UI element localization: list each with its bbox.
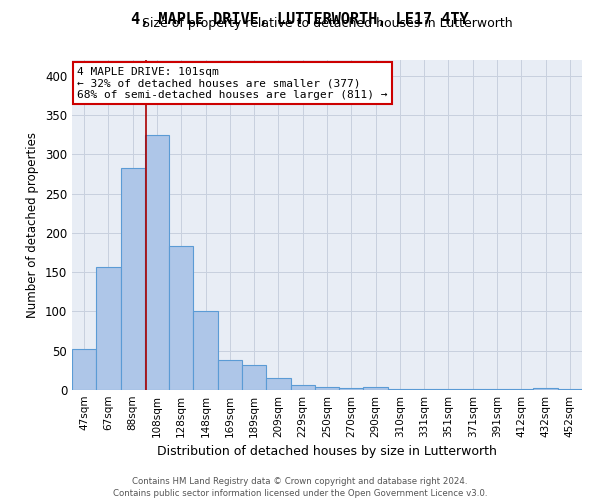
- Bar: [412, 389, 436, 390]
- Text: 4 MAPLE DRIVE: 101sqm
← 32% of detached houses are smaller (377)
68% of semi-det: 4 MAPLE DRIVE: 101sqm ← 32% of detached …: [77, 66, 388, 100]
- Bar: [145, 134, 169, 390]
- Bar: [388, 389, 412, 390]
- Bar: [436, 389, 461, 390]
- Y-axis label: Number of detached properties: Number of detached properties: [26, 132, 40, 318]
- Title: Size of property relative to detached houses in Lutterworth: Size of property relative to detached ho…: [142, 16, 512, 30]
- Bar: [364, 387, 388, 390]
- Text: Contains HM Land Registry data © Crown copyright and database right 2024.
Contai: Contains HM Land Registry data © Crown c…: [113, 476, 487, 498]
- Bar: [242, 365, 266, 390]
- Bar: [96, 266, 121, 390]
- Bar: [509, 389, 533, 390]
- Text: 4, MAPLE DRIVE, LUTTERWORTH, LE17 4TY: 4, MAPLE DRIVE, LUTTERWORTH, LE17 4TY: [131, 12, 469, 28]
- Bar: [315, 387, 339, 390]
- Bar: [121, 168, 145, 390]
- Bar: [533, 388, 558, 390]
- Bar: [218, 360, 242, 390]
- X-axis label: Distribution of detached houses by size in Lutterworth: Distribution of detached houses by size …: [157, 446, 497, 458]
- Bar: [558, 389, 582, 390]
- Bar: [266, 378, 290, 390]
- Bar: [193, 312, 218, 390]
- Bar: [461, 389, 485, 390]
- Bar: [339, 388, 364, 390]
- Bar: [72, 349, 96, 390]
- Bar: [169, 246, 193, 390]
- Bar: [290, 386, 315, 390]
- Bar: [485, 389, 509, 390]
